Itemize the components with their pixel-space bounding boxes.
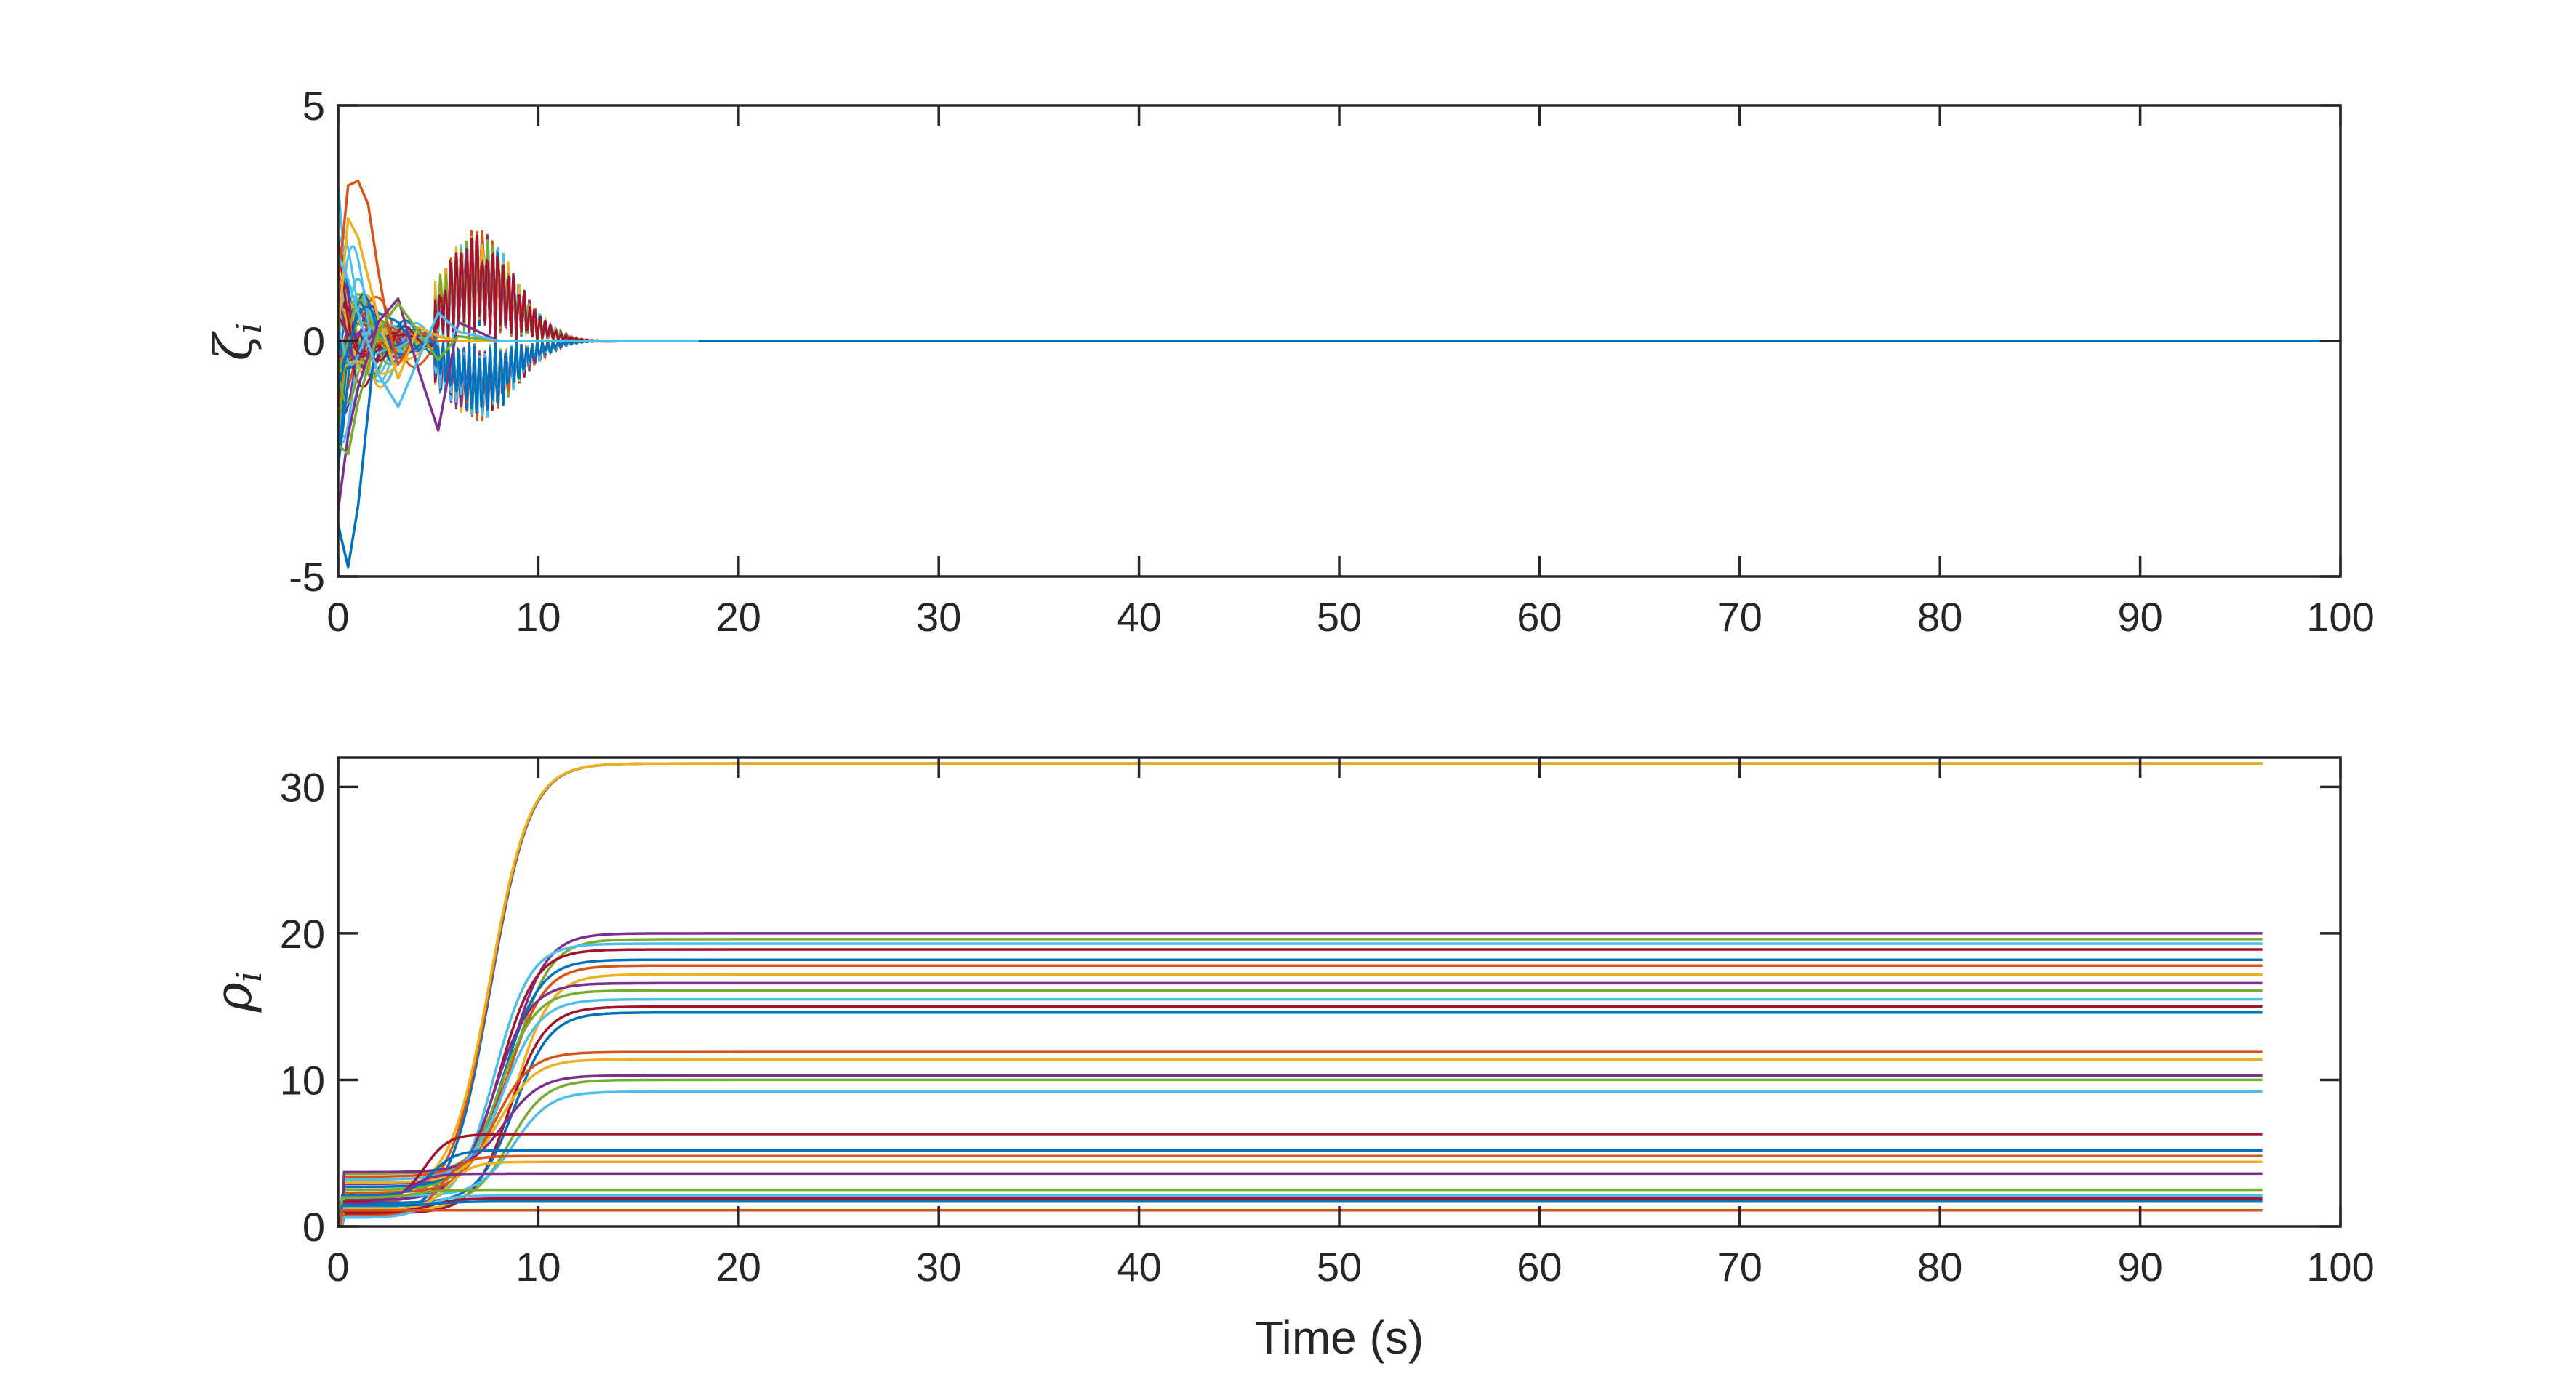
top-ylabel-subscript: i xyxy=(229,322,270,333)
x-tick-label: 30 xyxy=(916,1244,961,1290)
x-tick-label: 40 xyxy=(1116,594,1161,640)
x-tick-label: 100 xyxy=(2306,1244,2374,1290)
x-tick-label: 80 xyxy=(1917,1244,1962,1290)
top-ylabel-symbol: ζ xyxy=(204,331,263,361)
bottom-chart-panel: 0 10 20 30 40 50 60 70 80 90 100 0 10 20 30 ρi Time (s… xyxy=(204,756,2375,1364)
x-tick-label: 60 xyxy=(1517,1244,1562,1290)
bottom-axes-box xyxy=(337,756,2342,1228)
bottom-ticks-group: 0 10 20 30 40 50 60 70 80 90 100 0 10 20 30 xyxy=(280,758,2375,1290)
x-tick-label: 30 xyxy=(916,594,961,640)
bottom-series-line xyxy=(338,981,2263,1228)
bottom-ylabel-symbol: ρ xyxy=(204,982,263,1013)
x-tick-label: 50 xyxy=(1317,1244,1362,1290)
bottom-series-line xyxy=(338,1160,2263,1228)
top-axes-box xyxy=(337,104,2342,578)
top-series-line xyxy=(337,255,2340,409)
x-tick-label: 10 xyxy=(515,594,561,640)
bottom-plot-area xyxy=(338,758,2340,1226)
top-y-axis-label: ζi xyxy=(204,322,270,361)
bottom-y-axis-label: ρi xyxy=(204,971,270,1013)
bottom-series-line xyxy=(338,1074,2263,1228)
bottom-series-line xyxy=(338,1209,2263,1228)
x-tick-label: 0 xyxy=(326,1244,349,1290)
y-tick-label: -5 xyxy=(289,554,325,600)
y-tick-label: 0 xyxy=(302,1204,325,1250)
y-tick-label: 0 xyxy=(302,318,325,364)
bottom-series-group xyxy=(338,762,2263,1228)
x-tick-label: 40 xyxy=(1116,1244,1161,1290)
x-tick-label: 90 xyxy=(2117,594,2162,640)
x-axis-label: Time (s) xyxy=(1255,1311,1424,1364)
bottom-series-line xyxy=(338,1011,2263,1228)
bottom-series-line xyxy=(338,1194,2263,1228)
x-tick-label: 20 xyxy=(716,594,761,640)
x-tick-label: 100 xyxy=(2306,594,2374,640)
x-tick-label: 70 xyxy=(1717,1244,1762,1290)
bottom-series-line xyxy=(338,1058,2263,1228)
bottom-series-line xyxy=(338,989,2263,1228)
x-tick-label: 80 xyxy=(1917,594,1962,640)
x-tick-label: 90 xyxy=(2117,1244,2162,1290)
bottom-ylabel-subscript: i xyxy=(229,971,270,982)
x-tick-label: 10 xyxy=(515,1244,561,1290)
x-tick-label: 70 xyxy=(1717,594,1762,640)
y-tick-label: 30 xyxy=(280,764,325,810)
y-tick-label: 10 xyxy=(280,1057,325,1103)
y-tick-label: 5 xyxy=(302,83,325,129)
bottom-series-line xyxy=(338,1200,2263,1228)
bottom-series-line xyxy=(338,1172,2263,1228)
top-chart-panel: 0 10 20 30 40 50 60 70 80 90 100-505 ζi xyxy=(204,83,2375,640)
bottom-series-line xyxy=(338,1188,2263,1228)
y-tick-label: 20 xyxy=(280,911,325,957)
x-tick-label: 20 xyxy=(716,1244,761,1290)
x-tick-label: 0 xyxy=(326,594,349,640)
top-ticks-group: 0 10 20 30 40 50 60 70 80 90 100-505 xyxy=(289,83,2375,640)
bottom-series-line xyxy=(338,997,2263,1228)
x-tick-label: 50 xyxy=(1317,594,1362,640)
top-series-group xyxy=(337,179,2340,569)
x-tick-label: 60 xyxy=(1517,594,1562,640)
